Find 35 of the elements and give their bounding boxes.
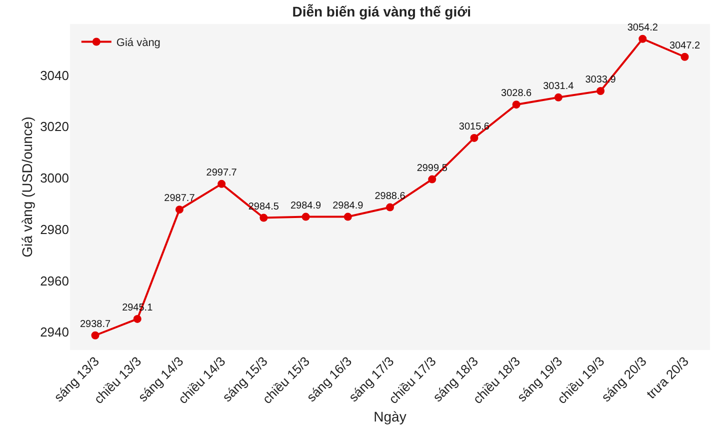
legend-label: Giá vàng: [116, 37, 160, 50]
data-label: 2938.7: [80, 318, 111, 330]
point: [218, 180, 226, 188]
point: [133, 314, 142, 323]
point: [554, 93, 562, 102]
y-tick-label: 3040: [40, 68, 69, 83]
y-tick-label: 2960: [40, 273, 69, 288]
data-label: 3047.2: [669, 40, 700, 52]
data-label: 3054.2: [627, 22, 658, 34]
point: [470, 134, 478, 142]
point: [386, 203, 394, 212]
data-label: 2987.7: [164, 193, 196, 204]
point: [428, 175, 436, 184]
x-axis-title: Ngày: [374, 408, 406, 425]
data-label: 2984.9: [332, 200, 364, 212]
point: [302, 212, 310, 221]
point: [638, 34, 647, 43]
chart-title: Diễn biến giá vàng thế giới: [292, 3, 471, 20]
point: [596, 87, 605, 95]
point: [512, 100, 520, 109]
point: [680, 52, 689, 61]
data-label: 3028.6: [501, 88, 532, 100]
y-tick-label: 2980: [40, 222, 69, 237]
point: [260, 214, 268, 222]
y-tick-label: 3000: [40, 170, 69, 186]
data-label: 2997.7: [206, 167, 238, 178]
point: [175, 206, 184, 214]
data-label: 2988.6: [374, 190, 406, 202]
point: [91, 331, 100, 340]
y-tick-label: 3020: [40, 119, 69, 134]
data-label: 3031.4: [543, 80, 574, 92]
y-tick-label: 2940: [40, 324, 69, 340]
data-label: 2984.9: [290, 200, 322, 212]
y-axis-title: Giá vàng (USD/ounce): [19, 116, 35, 258]
point: [344, 212, 352, 221]
